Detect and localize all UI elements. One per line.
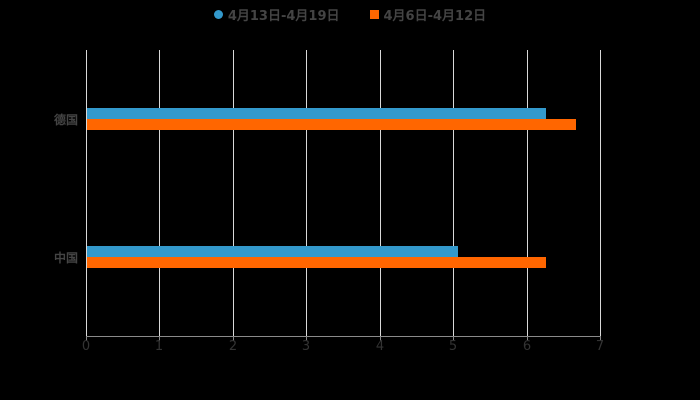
gridline	[86, 50, 87, 336]
x-tick-label: 6	[522, 339, 532, 354]
legend-circle-icon	[213, 9, 223, 19]
x-tick-label: 0	[81, 339, 91, 354]
legend-label: 4月13日-4月19日	[227, 8, 340, 24]
y-category-label: 中国	[53, 251, 78, 265]
x-tick	[527, 336, 528, 341]
legend-item-week-1[interactable]: 4月6日-4月12日	[369, 5, 487, 24]
bar[interactable]	[87, 257, 546, 268]
x-tick-label: 1	[154, 339, 164, 354]
x-tick	[453, 336, 454, 341]
x-tick	[86, 336, 87, 341]
gridline	[600, 50, 601, 336]
x-tick-label: 2	[228, 339, 238, 354]
bar[interactable]	[87, 119, 577, 130]
gridline	[306, 50, 307, 336]
gridline	[233, 50, 234, 336]
x-axis-line	[86, 336, 601, 337]
gridline	[159, 50, 160, 336]
bar[interactable]	[87, 246, 458, 257]
x-tick-label: 3	[301, 339, 311, 354]
x-tick	[380, 336, 381, 341]
x-tick	[306, 336, 307, 341]
x-tick	[600, 336, 601, 341]
gridline	[453, 50, 454, 336]
x-tick	[233, 336, 234, 341]
x-tick-label: 5	[448, 339, 458, 354]
bar[interactable]	[87, 108, 546, 119]
legend-label: 4月6日-4月12日	[383, 8, 487, 24]
gridline	[380, 50, 381, 336]
x-tick	[159, 336, 160, 341]
y-category-label: 德国	[53, 113, 78, 127]
chart-legend: 4月13日-4月19日 4月6日-4月12日	[0, 4, 700, 24]
x-tick-label: 7	[595, 339, 605, 354]
x-tick-label: 4	[375, 339, 385, 354]
legend-square-icon	[369, 9, 379, 19]
legend-item-week-2[interactable]: 4月13日-4月19日	[213, 5, 340, 24]
gridline	[527, 50, 528, 336]
